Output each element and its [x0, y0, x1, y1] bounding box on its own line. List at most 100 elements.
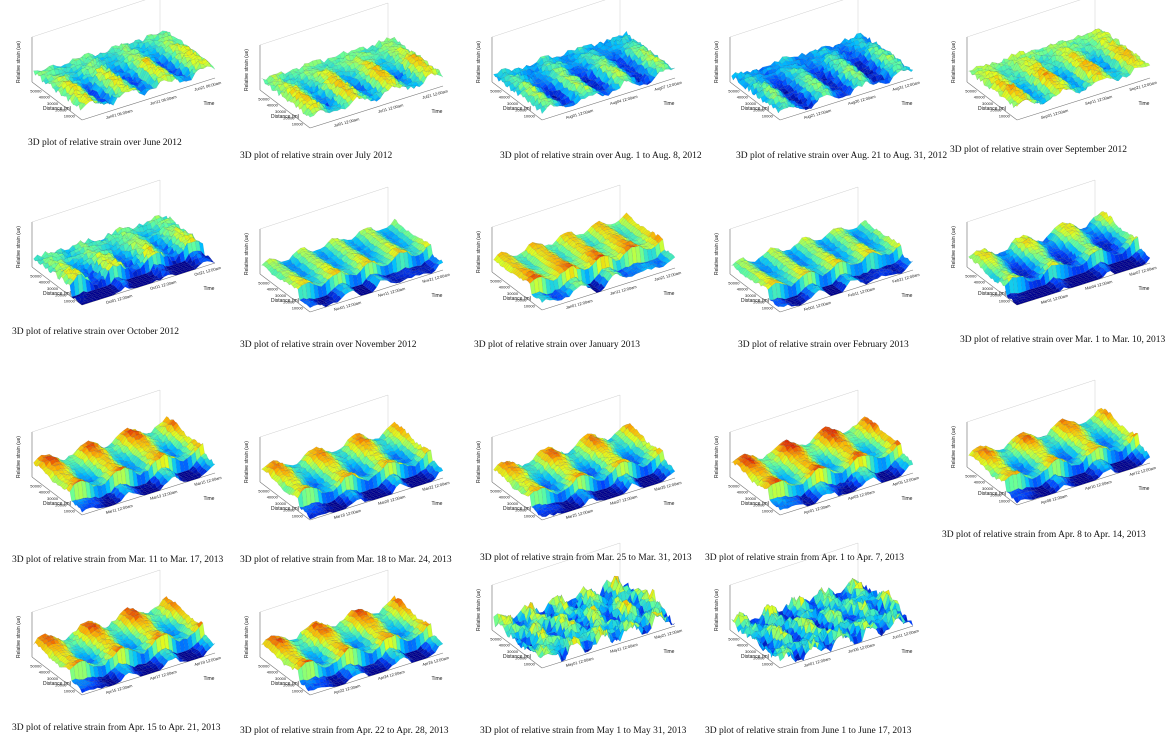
strain-surface [33, 215, 216, 306]
x-tick-label: 30000 [745, 101, 757, 106]
z-axis-label: Relative strain (ue) [16, 41, 22, 83]
surface-cell [876, 44, 882, 49]
distance-axis [31, 81, 83, 121]
x-tick-label: 30000 [982, 101, 994, 106]
figure-caption: 3D plot of relative strain over Aug. 21 … [736, 151, 948, 161]
time-axis [541, 77, 676, 121]
surface-3d-svg: Relative strain (ue)Distance (m)Time1000… [476, 0, 683, 121]
x-tick-label: 50000 [258, 96, 270, 101]
surface-3d-svg: Relative strain (ue)Distance (m)Time1000… [714, 0, 921, 121]
time-tick-label: Sep01 12:00am [1040, 108, 1069, 120]
x-tick-label: 30000 [275, 109, 287, 114]
strain-surface [261, 36, 444, 118]
x-tick-label: 40000 [737, 95, 749, 100]
z-axis-label: Relative strain (ue) [951, 41, 957, 83]
surface-3d-svg: Relative strain (ue)Distance (m)Time1000… [16, 179, 222, 306]
time-tick-label: Aug04 12:00am [609, 94, 638, 106]
surface-cell [171, 35, 178, 41]
strain-surface-plot: Relative strain (ue) Distance (m) Time 1000… [10, 0, 230, 138]
time-tick-label: Jul01 12:00am [333, 116, 360, 128]
time-tick-label: Aug21 12:00am [803, 108, 832, 120]
strain-surface [493, 30, 676, 115]
surface-cell [578, 56, 584, 64]
axis-box [491, 0, 676, 121]
time-axis [309, 85, 444, 129]
surface-cell [393, 41, 400, 45]
time-tick-label: Aug07 12:00am [654, 80, 683, 92]
x-axis-label: Distance (m) [271, 114, 300, 120]
surface-3d-svg: Relative strain (ue) Distance (m) Time 1000… [244, 2, 449, 129]
x-axis-label: Distance (m) [741, 106, 770, 112]
strain-surface-plot: Relative strain (ue) Distance (m) Time 1000… [10, 179, 230, 323]
distance-axis [491, 81, 543, 121]
distance-axis [31, 266, 83, 306]
axis-box [259, 2, 444, 129]
x-tick-label: 30000 [507, 101, 519, 106]
surface-cell [632, 38, 639, 43]
x-tick-label: 10000 [999, 114, 1011, 119]
time-axis [1016, 77, 1151, 121]
x-tick-label: 20000 [283, 115, 295, 120]
z-axis-label: Relative strain (ue) [244, 49, 250, 91]
time-tick-label: Aug26 12:00am [847, 94, 876, 106]
time-tick-label: Sep11 12:00am [1084, 94, 1113, 106]
strain-surface-plot: Relative strain (ue) Distance (m) Time 1000… [945, 0, 1165, 138]
x-tick-label: 10000 [762, 114, 774, 119]
time-tick-label: Jun11 06:00am [149, 94, 177, 106]
surface-cell [1144, 62, 1151, 67]
figure-caption: 3D plot of relative strain over Aug. 1 t… [500, 151, 702, 161]
x-tick-label: 20000 [55, 107, 67, 112]
surface-3d-svg: Relative strain (ue) Distance (m) Time 1000… [951, 0, 1158, 121]
x-tick-label: 50000 [490, 88, 502, 93]
time-axis [779, 77, 914, 121]
x-tick-label: 20000 [990, 107, 1002, 112]
figure-caption: 3D plot of relative strain over Septembe… [950, 145, 1128, 155]
time-axis [81, 77, 216, 121]
x-tick-label: 40000 [39, 95, 51, 100]
time-tick-label: Sep21 12:00am [1129, 80, 1158, 92]
strain-surface-plot: Relative strain (ue) Distance (m) Time 1000… [708, 0, 928, 138]
x-tick-label: 10000 [524, 114, 536, 119]
y-axis-label: Time [204, 101, 215, 107]
x-tick-label: 40000 [974, 95, 986, 100]
time-tick-label: Jun21 06:00am [194, 80, 223, 92]
figure-caption: 3D plot of relative strain over July 201… [240, 151, 393, 161]
x-tick-label: 40000 [499, 95, 511, 100]
distance-axis [259, 89, 311, 129]
time-tick-label: Aug01 12:00am [565, 108, 594, 120]
strain-surface [968, 28, 1151, 108]
x-axis-label: Distance (m) [503, 106, 532, 112]
x-axis-label: Distance (m) [43, 106, 72, 112]
x-axis-label: Distance (m) [978, 106, 1007, 112]
time-tick-label: Jul21 12:00am [422, 88, 449, 100]
y-axis-label: Time [664, 101, 675, 107]
x-tick-label: 50000 [30, 88, 42, 93]
axis-box [966, 0, 1151, 121]
strain-surface [33, 30, 216, 111]
strain-surface [731, 32, 914, 114]
distance-axis [966, 81, 1018, 121]
surface-cell [437, 71, 444, 78]
axis-box [31, 0, 216, 121]
time-tick-label: Jun01 06:00am [105, 108, 134, 120]
surface-cell [204, 58, 210, 64]
surface-cell [669, 67, 676, 71]
surface-cell [862, 36, 869, 40]
surface-cell [209, 62, 216, 70]
surface-cell [423, 59, 430, 66]
strain-surface-plot: Relative strain (ue) Distance (m) Time 1000… [470, 0, 690, 138]
surface-3d-svg: Relative strain (ue) Distance (m) Time 1000… [16, 0, 223, 121]
time-tick-label: Aug31 12:00am [892, 80, 921, 92]
y-axis-label: Time [432, 109, 443, 115]
x-tick-label: 10000 [64, 114, 76, 119]
x-tick-label: 50000 [965, 88, 977, 93]
x-tick-label: 20000 [753, 107, 765, 112]
x-tick-label: 40000 [267, 103, 279, 108]
surface-cell [1062, 84, 1069, 88]
surface-cell [858, 54, 865, 61]
x-tick-label: 10000 [292, 122, 304, 127]
z-axis-label: Relative strain (ue) [714, 41, 720, 83]
distance-axis [729, 81, 781, 121]
x-tick-label: 50000 [728, 88, 740, 93]
y-axis-label: Time [1139, 101, 1150, 107]
